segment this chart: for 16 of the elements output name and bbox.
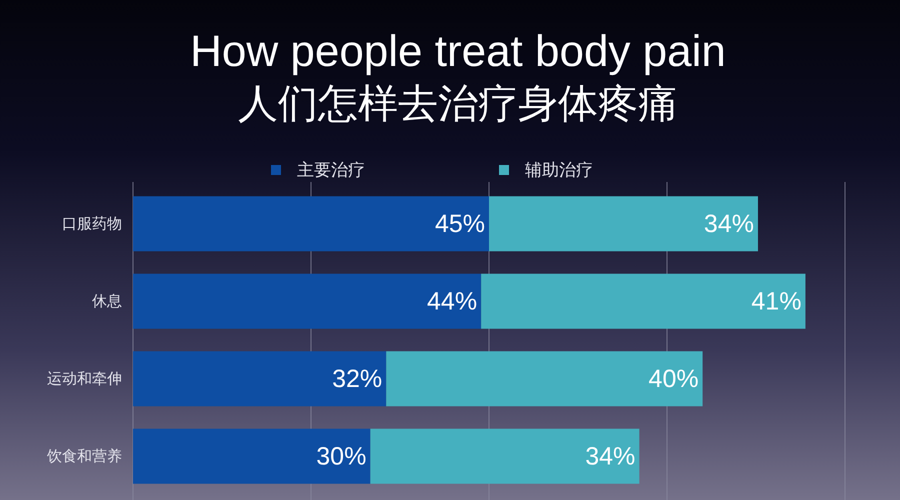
y-tick-label: 运动和牵伸: [47, 370, 122, 388]
data-label: 41%: [751, 287, 802, 316]
data-label: 34%: [585, 442, 636, 470]
data-label: 44%: [427, 287, 478, 316]
y-tick-label: 饮食和营养: [46, 448, 122, 465]
data-label: 32%: [332, 364, 382, 393]
legend-label: 主要治疗: [297, 160, 365, 180]
y-tick-label: 口服药物: [62, 215, 122, 232]
subtitle: 人们怎样去治疗身体疼痛: [238, 82, 678, 126]
y-tick-label: 休息: [92, 292, 122, 310]
title: How people treat body pain: [190, 27, 726, 76]
data-label: 45%: [434, 210, 485, 238]
legend-label: 辅助治疗: [525, 160, 593, 180]
data-label: 30%: [316, 442, 366, 470]
data-label: 34%: [704, 210, 754, 238]
data-label: 40%: [648, 364, 699, 393]
